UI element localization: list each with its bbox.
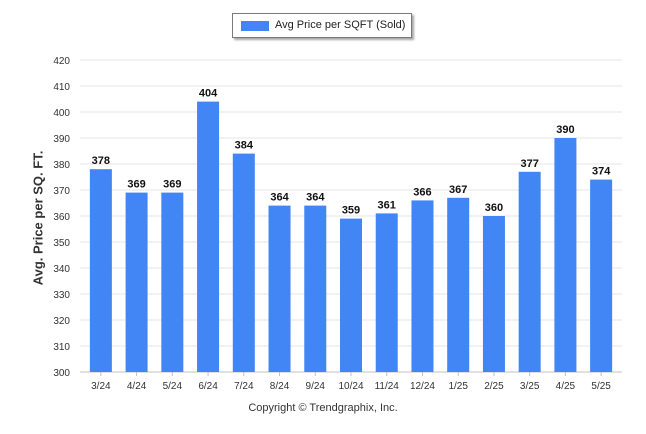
data-label: 369 [127, 179, 145, 191]
x-tick-label: 2/25 [484, 381, 504, 392]
y-tick-label: 420 [53, 56, 70, 67]
x-tick-label: 9/24 [306, 381, 326, 392]
bar [340, 218, 362, 372]
y-tick-label: 380 [53, 160, 70, 171]
y-tick-label: 370 [53, 186, 70, 197]
data-label: 404 [199, 88, 218, 100]
data-label: 364 [306, 192, 325, 204]
y-tick-label: 340 [53, 264, 70, 275]
x-tick-label: 10/24 [338, 381, 363, 392]
bar [447, 197, 470, 372]
bar [304, 205, 327, 372]
x-tick-label: 1/25 [448, 381, 468, 392]
data-label: 384 [235, 140, 254, 152]
bar [554, 138, 577, 372]
x-tick-label: 4/25 [556, 381, 576, 392]
y-tick-label: 330 [53, 290, 70, 301]
x-tick-label: 5/24 [163, 381, 183, 392]
data-label: 374 [592, 166, 611, 178]
data-label: 369 [163, 179, 181, 191]
bar [125, 192, 148, 372]
bar [89, 169, 112, 372]
data-label: 377 [520, 158, 538, 170]
y-tick-label: 360 [53, 212, 70, 223]
data-label: 378 [92, 155, 110, 167]
y-tick-label: 390 [53, 134, 70, 145]
legend-label: Avg Price per SQFT (Sold) [275, 19, 406, 31]
data-label: 366 [413, 186, 431, 198]
x-tick-label: 5/25 [591, 381, 611, 392]
data-label: 390 [556, 124, 574, 136]
y-tick-label: 310 [53, 342, 70, 353]
data-label: 364 [270, 192, 289, 204]
x-tick-label: 8/24 [270, 381, 290, 392]
y-tick-label: 400 [53, 108, 70, 119]
x-tick-label: 4/24 [127, 381, 147, 392]
legend: Avg Price per SQFT (Sold) [232, 13, 412, 38]
bar [482, 216, 505, 372]
bar [590, 179, 613, 372]
y-tick-label: 350 [53, 238, 70, 249]
x-tick-label: 3/25 [520, 381, 540, 392]
data-label: 359 [342, 205, 360, 217]
bar [161, 192, 184, 372]
y-tick-label: 300 [53, 368, 70, 379]
legend-swatch [241, 21, 269, 31]
data-label: 367 [449, 184, 467, 196]
bar [518, 171, 541, 372]
data-label: 361 [378, 199, 396, 211]
x-tick-label: 7/24 [234, 381, 254, 392]
y-tick-label: 410 [53, 82, 70, 93]
data-label: 360 [485, 202, 503, 214]
x-tick-label: 3/24 [91, 381, 111, 392]
bar [411, 200, 434, 372]
bar [197, 101, 220, 372]
bar [375, 213, 398, 372]
bar [232, 153, 255, 372]
bar [268, 205, 291, 372]
x-tick-label: 12/24 [410, 381, 435, 392]
y-tick-label: 320 [53, 316, 70, 327]
copyright-footer: Copyright © Trendgraphix, Inc. [248, 402, 398, 414]
x-tick-label: 11/24 [375, 381, 400, 392]
x-tick-label: 6/24 [198, 381, 218, 392]
